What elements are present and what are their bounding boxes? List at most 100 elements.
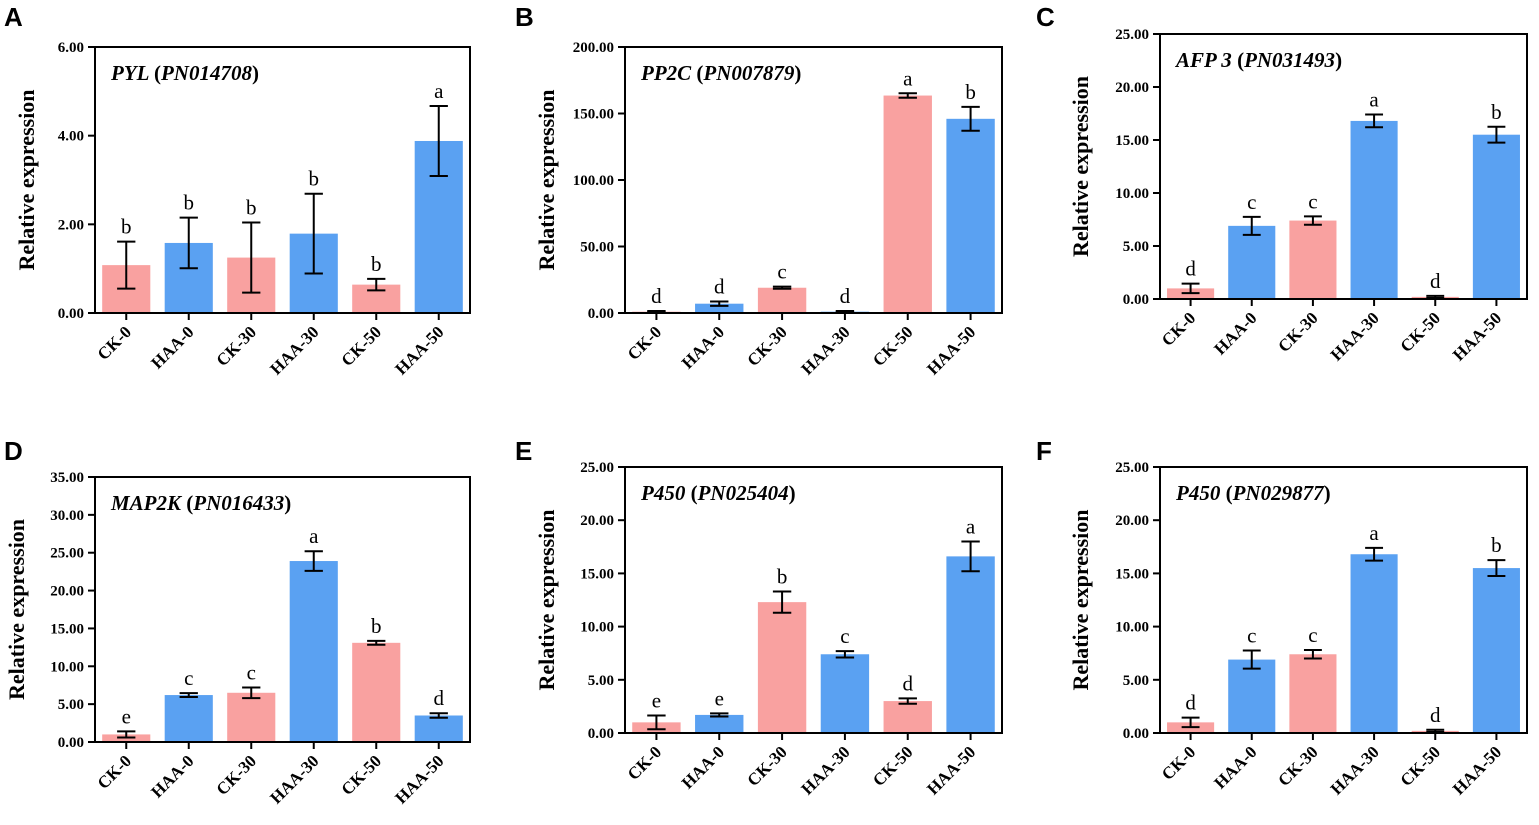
chart-panel-f: F Relative expression 0.00 5.00 10.00 15.00 20…: [1036, 436, 1528, 799]
gene-paren-open: (: [154, 61, 161, 85]
x-tick-label: CK-0: [1158, 308, 1199, 349]
panel-letter: E: [515, 436, 532, 466]
significance-letter: c: [247, 660, 256, 684]
gene-name: P450: [1175, 481, 1226, 505]
gene-id: PN007879: [702, 61, 794, 85]
gene-title: PP2C (PN007879): [640, 61, 801, 85]
y-tick-label: 5.00: [588, 673, 614, 689]
significance-letter: d: [840, 284, 851, 308]
significance-letter: e: [715, 686, 724, 710]
bar-haa-0: [695, 303, 744, 313]
bar-haa-50: [1472, 568, 1520, 733]
y-tick-label: 10.00: [1115, 620, 1149, 636]
bar-ck-30: [757, 287, 807, 313]
significance-letter: d: [1430, 269, 1441, 293]
chart-panel-d: D Relative expression 0.00 5.00 10.00 15.00 20…: [4, 436, 471, 808]
y-axis-label: Relative expression: [14, 89, 39, 270]
bar-haa-30: [820, 654, 870, 733]
plot-frame: [1159, 33, 1528, 300]
bar-ck-30: [227, 692, 276, 742]
x-tick-label: CK-0: [1158, 742, 1199, 783]
y-tick-label: 0.00: [58, 735, 84, 751]
y-tick-label: 0.00: [1123, 726, 1149, 742]
gene-paren-close: ): [789, 481, 796, 505]
gene-title: MAP2K (PN016433): [110, 491, 291, 515]
y-axis-label: Relative expression: [4, 519, 29, 700]
panel-letter: B: [515, 2, 534, 32]
bar-haa-0: [164, 695, 213, 742]
significance-letter: a: [434, 79, 444, 103]
y-tick-label: 15.00: [50, 621, 84, 637]
significance-letter: d: [651, 284, 662, 308]
x-tick-label: CK-50: [869, 742, 916, 789]
significance-letter: b: [371, 614, 382, 638]
x-tick-label: CK-30: [743, 742, 790, 789]
panel-letter: F: [1036, 436, 1052, 466]
y-tick-label: 0.00: [588, 306, 614, 322]
y-tick-label: 20.00: [1115, 80, 1149, 96]
x-tick-label: HAA-30: [1327, 308, 1383, 364]
chart-panel-e: E Relative expression 0.00 5.00 10.00 15.00 20…: [515, 436, 1003, 799]
x-tick-label: CK-50: [338, 751, 385, 798]
x-tick-label: CK-0: [624, 742, 665, 783]
significance-letter: e: [652, 688, 661, 712]
x-tick-label: CK-30: [1274, 742, 1321, 789]
chart-panel-a: A Relative expression 0.00 2.00 4.00 6.00 b CK-…: [4, 2, 471, 379]
plot-frame: [624, 466, 1003, 734]
y-tick-label: 100.00: [573, 173, 614, 189]
y-tick-label: 6.00: [58, 40, 84, 56]
significance-letter: b: [1491, 100, 1502, 124]
x-tick-label: CK-50: [1397, 308, 1444, 355]
gene-paren-open: (: [696, 61, 703, 85]
gene-paren-open: (: [691, 481, 698, 505]
y-axis-label: Relative expression: [1068, 76, 1093, 257]
y-tick-label: 0.00: [58, 306, 84, 322]
gene-name: PYL: [110, 61, 154, 85]
significance-letter: a: [903, 66, 913, 90]
y-tick-label: 15.00: [1115, 566, 1149, 582]
significance-letter: d: [1430, 703, 1441, 727]
y-axis-label: Relative expression: [1068, 509, 1093, 690]
bar-ck-50: [883, 701, 932, 733]
significance-letter: b: [309, 167, 320, 191]
gene-id: PN029877: [1232, 481, 1325, 505]
significance-letter: a: [1369, 88, 1379, 112]
significance-letter: b: [965, 80, 976, 104]
bar-haa-0: [1228, 225, 1276, 299]
y-tick-label: 15.00: [580, 566, 614, 582]
y-tick-label: 5.00: [58, 697, 84, 713]
x-tick-label: HAA-30: [798, 322, 854, 378]
y-tick-label: 15.00: [1115, 133, 1149, 149]
panel-letter: D: [4, 436, 23, 466]
gene-title: PYL (PN014708): [110, 61, 259, 85]
significance-letter: b: [246, 196, 257, 220]
panel-letter: C: [1036, 2, 1055, 32]
panel-letter: A: [4, 2, 23, 32]
x-tick-label: CK-30: [1274, 308, 1321, 355]
y-tick-label: 4.00: [58, 129, 84, 145]
significance-letter: b: [184, 191, 195, 215]
y-tick-label: 0.00: [588, 726, 614, 742]
y-tick-label: 25.00: [1115, 460, 1149, 476]
y-tick-label: 20.00: [1115, 513, 1149, 529]
x-tick-label: CK-50: [869, 322, 916, 369]
gene-paren-close: ): [1335, 48, 1342, 72]
gene-id: PN031493: [1243, 48, 1335, 72]
significance-letter: b: [371, 252, 382, 276]
x-tick-label: CK-50: [338, 322, 385, 369]
significance-letter: e: [122, 704, 131, 728]
x-tick-label: HAA-0: [678, 742, 728, 792]
gene-name: PP2C: [640, 61, 696, 85]
chart-panel-c: C Relative expression 0.00 5.00 10.00 15.00 20…: [1036, 2, 1528, 365]
x-tick-label: HAA-50: [391, 322, 447, 378]
y-tick-label: 20.00: [50, 584, 84, 600]
gene-title: AFP 3 (PN031493): [1174, 48, 1342, 72]
gene-title: P450 (PN029877): [1175, 481, 1331, 505]
bar-haa-0: [1228, 659, 1276, 733]
y-tick-label: 2.00: [58, 217, 84, 233]
significance-letter: b: [1491, 533, 1502, 557]
x-tick-label: CK-30: [743, 322, 790, 369]
bar-ck-30: [1289, 220, 1337, 299]
y-tick-label: 50.00: [580, 240, 614, 256]
